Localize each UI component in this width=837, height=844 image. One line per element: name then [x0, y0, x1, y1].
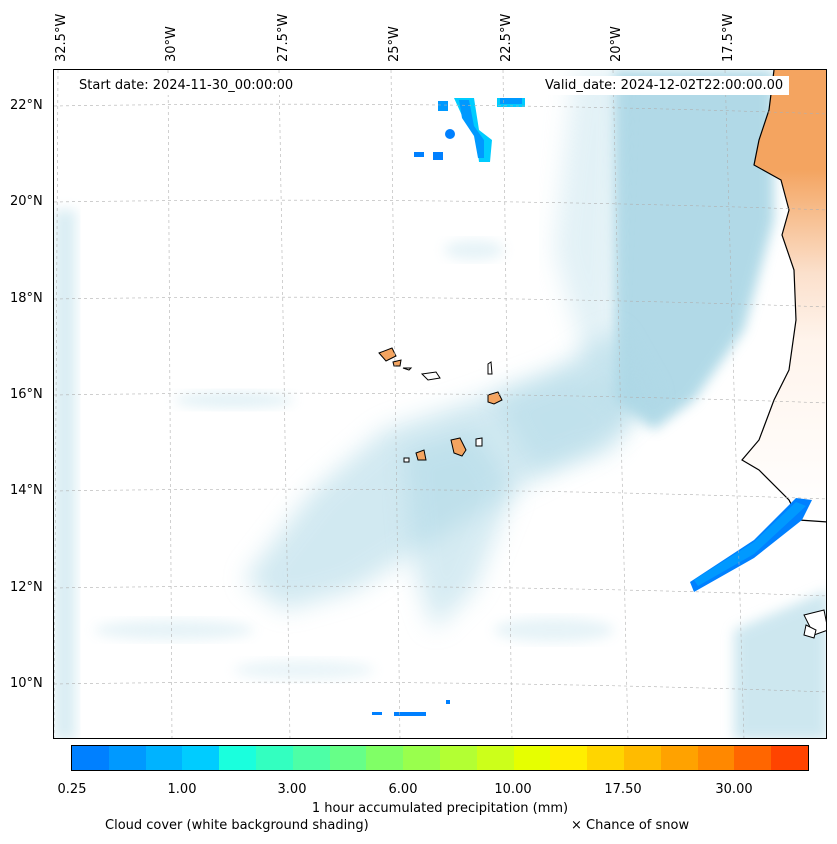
lat-label-18n: 18°N [10, 291, 43, 306]
colorbar-swatch [587, 746, 624, 770]
colorbar-swatch [255, 746, 293, 770]
colorbar-tick-10-00: 10.00 [494, 782, 532, 797]
island-santo-antao [378, 347, 397, 362]
lon-label-25w: 25°W [387, 26, 402, 62]
lon-label-27-5w: 27.5°W [276, 13, 291, 62]
lon-label-22-5w: 22.5°W [499, 13, 514, 62]
valid-date-label: Valid_date: 2024-12-02T22:00:00.00 [539, 76, 790, 95]
colorbar-tick-30-00: 30.00 [715, 782, 753, 797]
colorbar-tick-1-00: 1.00 [167, 782, 197, 797]
colorbar-swatch [734, 746, 772, 770]
colorbar-swatch [623, 746, 661, 770]
lat-label-16n: 16°N [10, 387, 43, 402]
colorbar-swatch [513, 746, 551, 770]
cape-verde-islands [378, 347, 503, 463]
precipitation-shading [372, 98, 812, 716]
colorbar-swatch [108, 746, 146, 770]
island-brava [403, 457, 410, 463]
lat-label-14n: 14°N [10, 483, 43, 498]
colorbar-swatch [439, 746, 477, 770]
colorbar-tick-3-00: 3.00 [277, 782, 307, 797]
island-santiago [450, 437, 467, 457]
precipitation-colorbar [71, 745, 809, 771]
island-sao-nicolau [420, 371, 441, 381]
cloud-cover-note: Cloud cover (white background shading) [105, 818, 369, 833]
colorbar-swatch [72, 746, 109, 770]
lon-label-20w: 20°W [609, 26, 624, 62]
colorbar-swatch [403, 746, 440, 770]
colorbar-swatch [219, 746, 256, 770]
island-fogo [415, 449, 427, 461]
lat-label-20n: 20°N [10, 194, 43, 209]
lat-label-22n: 22°N [10, 98, 43, 113]
colorbar-tick-17-50: 17.50 [604, 782, 642, 797]
colorbar-swatch [292, 746, 330, 770]
lat-label-10n: 10°N [10, 676, 43, 691]
colorbar-swatch [476, 746, 514, 770]
map-canvas [54, 70, 826, 738]
colorbar-tick-0-25: 0.25 [57, 782, 87, 797]
island-sal [487, 361, 493, 375]
lon-label-17-5w: 17.5°W [721, 13, 736, 62]
colorbar-swatch [697, 746, 735, 770]
lon-label-32-5w: 32.5°W [54, 13, 69, 62]
colorbar-tick-6-00: 6.00 [388, 782, 418, 797]
cloud-cover-shading [54, 70, 826, 738]
colorbar-swatch [145, 746, 183, 770]
colorbar-swatch [329, 746, 367, 770]
lon-label-30w: 30°W [164, 26, 179, 62]
colorbar-swatch [366, 746, 404, 770]
colorbar-swatch [660, 746, 698, 770]
colorbar-swatch [182, 746, 220, 770]
snow-note: × Chance of snow [571, 818, 690, 833]
colorbar-swatch [550, 746, 588, 770]
african-coastline [741, 70, 826, 639]
weather-map[interactable] [53, 69, 827, 739]
colorbar-swatch [771, 746, 808, 770]
island-maio [475, 437, 483, 447]
colorbar-label: 1 hour accumulated precipitation (mm) [311, 801, 569, 816]
lat-label-12n: 12°N [10, 580, 43, 595]
graticule [54, 70, 826, 738]
island-sao-vicente [392, 359, 402, 367]
start-date-label: Start date: 2024-11-30_00:00:00 [73, 76, 300, 95]
island-santa-luzia [402, 367, 413, 371]
